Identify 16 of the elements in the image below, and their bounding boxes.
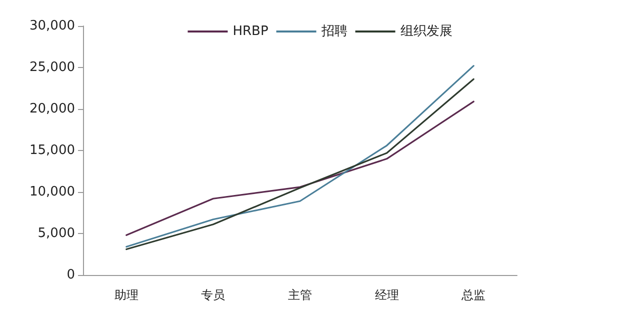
x-tick-label: 专员 bbox=[201, 288, 226, 302]
line-series bbox=[126, 100, 474, 236]
y-tick-label: 15,000 bbox=[30, 143, 75, 158]
y-tick-label: 25,000 bbox=[30, 60, 75, 75]
x-tick-label: 助理 bbox=[114, 288, 138, 302]
legend-label: HRBP bbox=[232, 24, 268, 39]
y-tick-label: 0 bbox=[66, 268, 75, 282]
y-tick-label: 20,000 bbox=[30, 102, 75, 116]
x-tick-label: 主管 bbox=[288, 288, 312, 302]
y-tick-label: 30,000 bbox=[30, 18, 75, 34]
y-tick-label: 5,000 bbox=[38, 226, 75, 241]
y-tick-label: 10,000 bbox=[30, 184, 75, 200]
x-tick-label: 总监 bbox=[460, 288, 486, 302]
x-tick-label: 经理 bbox=[374, 288, 399, 302]
legend-label: 招聘 bbox=[320, 24, 348, 39]
legend-label: 组织发展 bbox=[400, 24, 452, 39]
